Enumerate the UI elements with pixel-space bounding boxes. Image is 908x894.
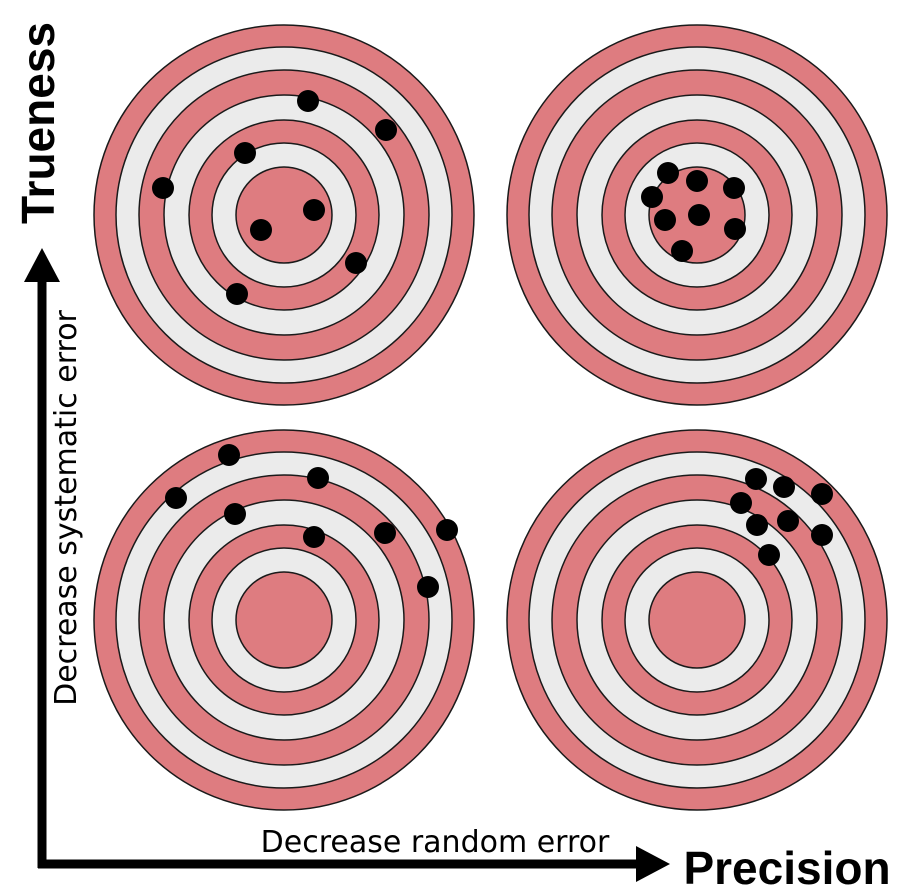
shot-dot xyxy=(746,514,768,536)
shot-dot xyxy=(226,283,248,305)
y-axis-arrow-icon xyxy=(24,248,60,282)
x-axis-caption: Decrease random error xyxy=(261,825,610,860)
shot-dot xyxy=(250,219,272,241)
target-low-precision-low-trueness xyxy=(93,429,475,811)
shot-dot xyxy=(777,510,799,532)
axes xyxy=(24,248,670,882)
shot-dot xyxy=(758,544,780,566)
shot-dot xyxy=(234,142,256,164)
shot-dot xyxy=(303,199,325,221)
shot-dot xyxy=(165,487,187,509)
shot-dot xyxy=(417,576,439,598)
x-axis-arrow-icon xyxy=(636,846,670,882)
shot-dot xyxy=(303,526,325,548)
x-axis-title: Precision xyxy=(683,842,890,894)
shot-dot xyxy=(686,170,708,192)
target-high-precision-high-trueness xyxy=(506,24,888,406)
shot-dot xyxy=(436,519,458,541)
shot-dot xyxy=(671,240,693,262)
shot-dot xyxy=(730,492,752,514)
shot-dot xyxy=(345,252,367,274)
shot-dot xyxy=(654,209,676,231)
shot-dot xyxy=(218,444,240,466)
shot-dot xyxy=(224,503,246,525)
shot-dot xyxy=(657,162,679,184)
shot-dot xyxy=(152,177,174,199)
y-axis-title: Trueness xyxy=(12,22,64,224)
target-low-precision-high-trueness xyxy=(93,24,475,406)
shot-dot xyxy=(724,218,746,240)
shot-dot xyxy=(297,90,319,112)
shot-dot xyxy=(307,467,329,489)
target-ring xyxy=(648,571,746,669)
shot-dot xyxy=(745,468,767,490)
shot-dot xyxy=(375,119,397,141)
target-ring xyxy=(235,571,333,669)
shot-dot xyxy=(773,476,795,498)
shot-dot xyxy=(723,177,745,199)
targets xyxy=(93,24,888,811)
shot-dot xyxy=(811,483,833,505)
shot-dot xyxy=(374,522,396,544)
shot-dot xyxy=(811,524,833,546)
shot-dot xyxy=(641,186,663,208)
shot-dot xyxy=(688,204,710,226)
target-high-precision-low-trueness xyxy=(506,429,888,811)
y-axis-caption: Decrease systematic error xyxy=(49,309,84,705)
